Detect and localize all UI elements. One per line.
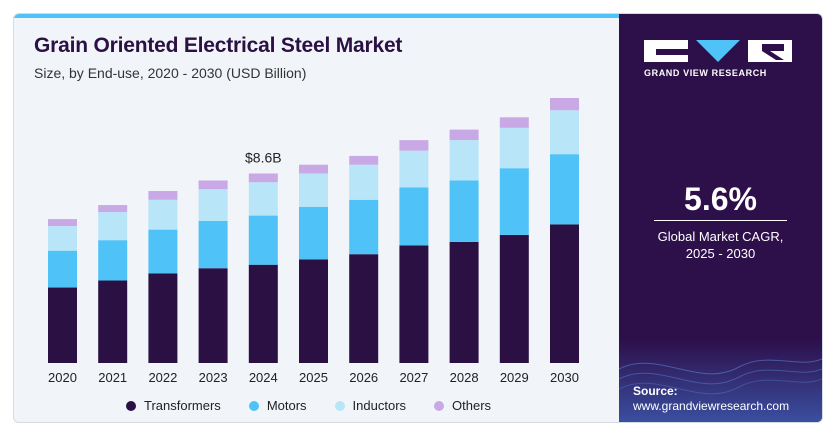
bar-others-2024 [248,173,278,183]
bar-transformers-2024 [248,264,278,363]
bar-inductors-2029 [499,127,529,169]
bar-others-2027 [399,140,429,151]
bar-transformers-2029 [499,234,529,363]
bar-others-2023 [198,180,228,190]
cagr-label-line2: 2025 - 2030 [685,246,756,261]
legend-label: Others [452,398,492,413]
bar-motors-2020 [48,250,77,288]
bar-others-2022 [148,191,178,200]
legend-item-transformers: Transformers [126,398,221,413]
bar-inductors-2021 [98,212,128,241]
decorative-waves [619,339,822,422]
x-tick-label: 2026 [349,370,378,385]
legend-label: Inductors [352,398,407,413]
bar-others-2021 [98,205,128,213]
bar-motors-2028 [449,180,479,242]
bar-others-2029 [499,117,529,128]
grand-view-research-logo [644,40,792,62]
x-tick-label: 2021 [98,370,127,385]
legend-swatch [248,400,259,411]
x-tick-label: 2028 [450,370,479,385]
bar-others-2020 [48,219,77,227]
bar-motors-2027 [399,187,429,246]
bar-others-2025 [299,164,328,174]
bar-motors-2026 [349,199,379,255]
report-card: Grain Oriented Electrical Steel Market S… [13,13,823,423]
brand-name: GRAND VIEW RESEARCH [644,68,767,78]
bar-transformers-2027 [399,245,429,363]
summary-panel: GRAND VIEW RESEARCH 5.6% Global Market C… [619,14,822,422]
bar-inductors-2030 [550,110,579,155]
chart-panel: Grain Oriented Electrical Steel Market S… [14,14,619,422]
chart-title: Grain Oriented Electrical Steel Market [34,34,403,57]
bar-inductors-2022 [148,199,178,230]
bar-inductors-2028 [449,140,479,181]
chart-subtitle: Size, by End-use, 2020 - 2030 (USD Billi… [34,65,307,81]
bar-motors-2021 [98,240,128,281]
source-label: Source: [633,384,678,398]
x-tick-label: 2022 [148,370,177,385]
legend-swatch [334,400,345,411]
bar-motors-2024 [248,215,278,265]
source-url: www.grandviewresearch.com [633,399,790,413]
bar-inductors-2020 [48,226,77,251]
data-label-2024: $8.6B [245,149,282,165]
x-tick-label: 2023 [199,370,228,385]
x-tick-label: 2030 [550,370,579,385]
legend-label: Motors [266,398,307,413]
bar-inductors-2026 [349,164,379,200]
bar-inductors-2025 [299,173,328,207]
legend-item-motors: Motors [248,398,307,413]
x-tick-label: 2020 [48,370,77,385]
bar-inductors-2024 [248,182,278,216]
x-tick-label: 2025 [299,370,328,385]
bar-others-2030 [550,98,579,111]
cagr-divider [654,220,787,221]
bar-transformers-2020 [48,287,77,363]
bar-others-2028 [449,129,479,141]
bar-motors-2022 [148,229,178,274]
x-tick-label: 2027 [399,370,428,385]
bar-inductors-2027 [399,150,429,188]
bar-others-2026 [349,155,379,165]
x-tick-label: 2024 [249,370,278,385]
bar-transformers-2030 [550,224,579,363]
cagr-value: 5.6% [684,181,757,217]
chart-legend: Transformers Motors Inductors Others [126,398,491,413]
legend-item-inductors: Inductors [334,398,407,413]
stacked-bar-chart: 2020 2021 2022 2023 2024 $8.6B 2025 2026 2027 202… [48,98,579,385]
cagr-label: Global Market CAGR, 2025 - 2030 [619,228,822,262]
bar-inductors-2023 [198,189,228,221]
legend-swatch [126,400,136,411]
bar-transformers-2023 [198,268,228,363]
bar-transformers-2028 [449,241,479,363]
legend-item-others: Others [434,398,491,413]
accent-bar [14,14,619,18]
legend-swatch [434,400,445,411]
bar-motors-2025 [299,206,328,260]
bar-motors-2029 [499,168,529,235]
legend-label: Transformers [144,398,221,413]
cagr-label-line1: Global Market CAGR, [657,229,784,244]
bar-transformers-2022 [148,273,178,363]
bar-transformers-2025 [299,259,328,363]
bar-motors-2023 [198,220,228,269]
bar-motors-2030 [550,154,579,225]
source-note: Source: www.grandviewresearch.com [633,384,789,414]
bar-transformers-2021 [98,280,128,363]
bar-transformers-2026 [349,254,379,363]
x-tick-label: 2029 [500,370,529,385]
